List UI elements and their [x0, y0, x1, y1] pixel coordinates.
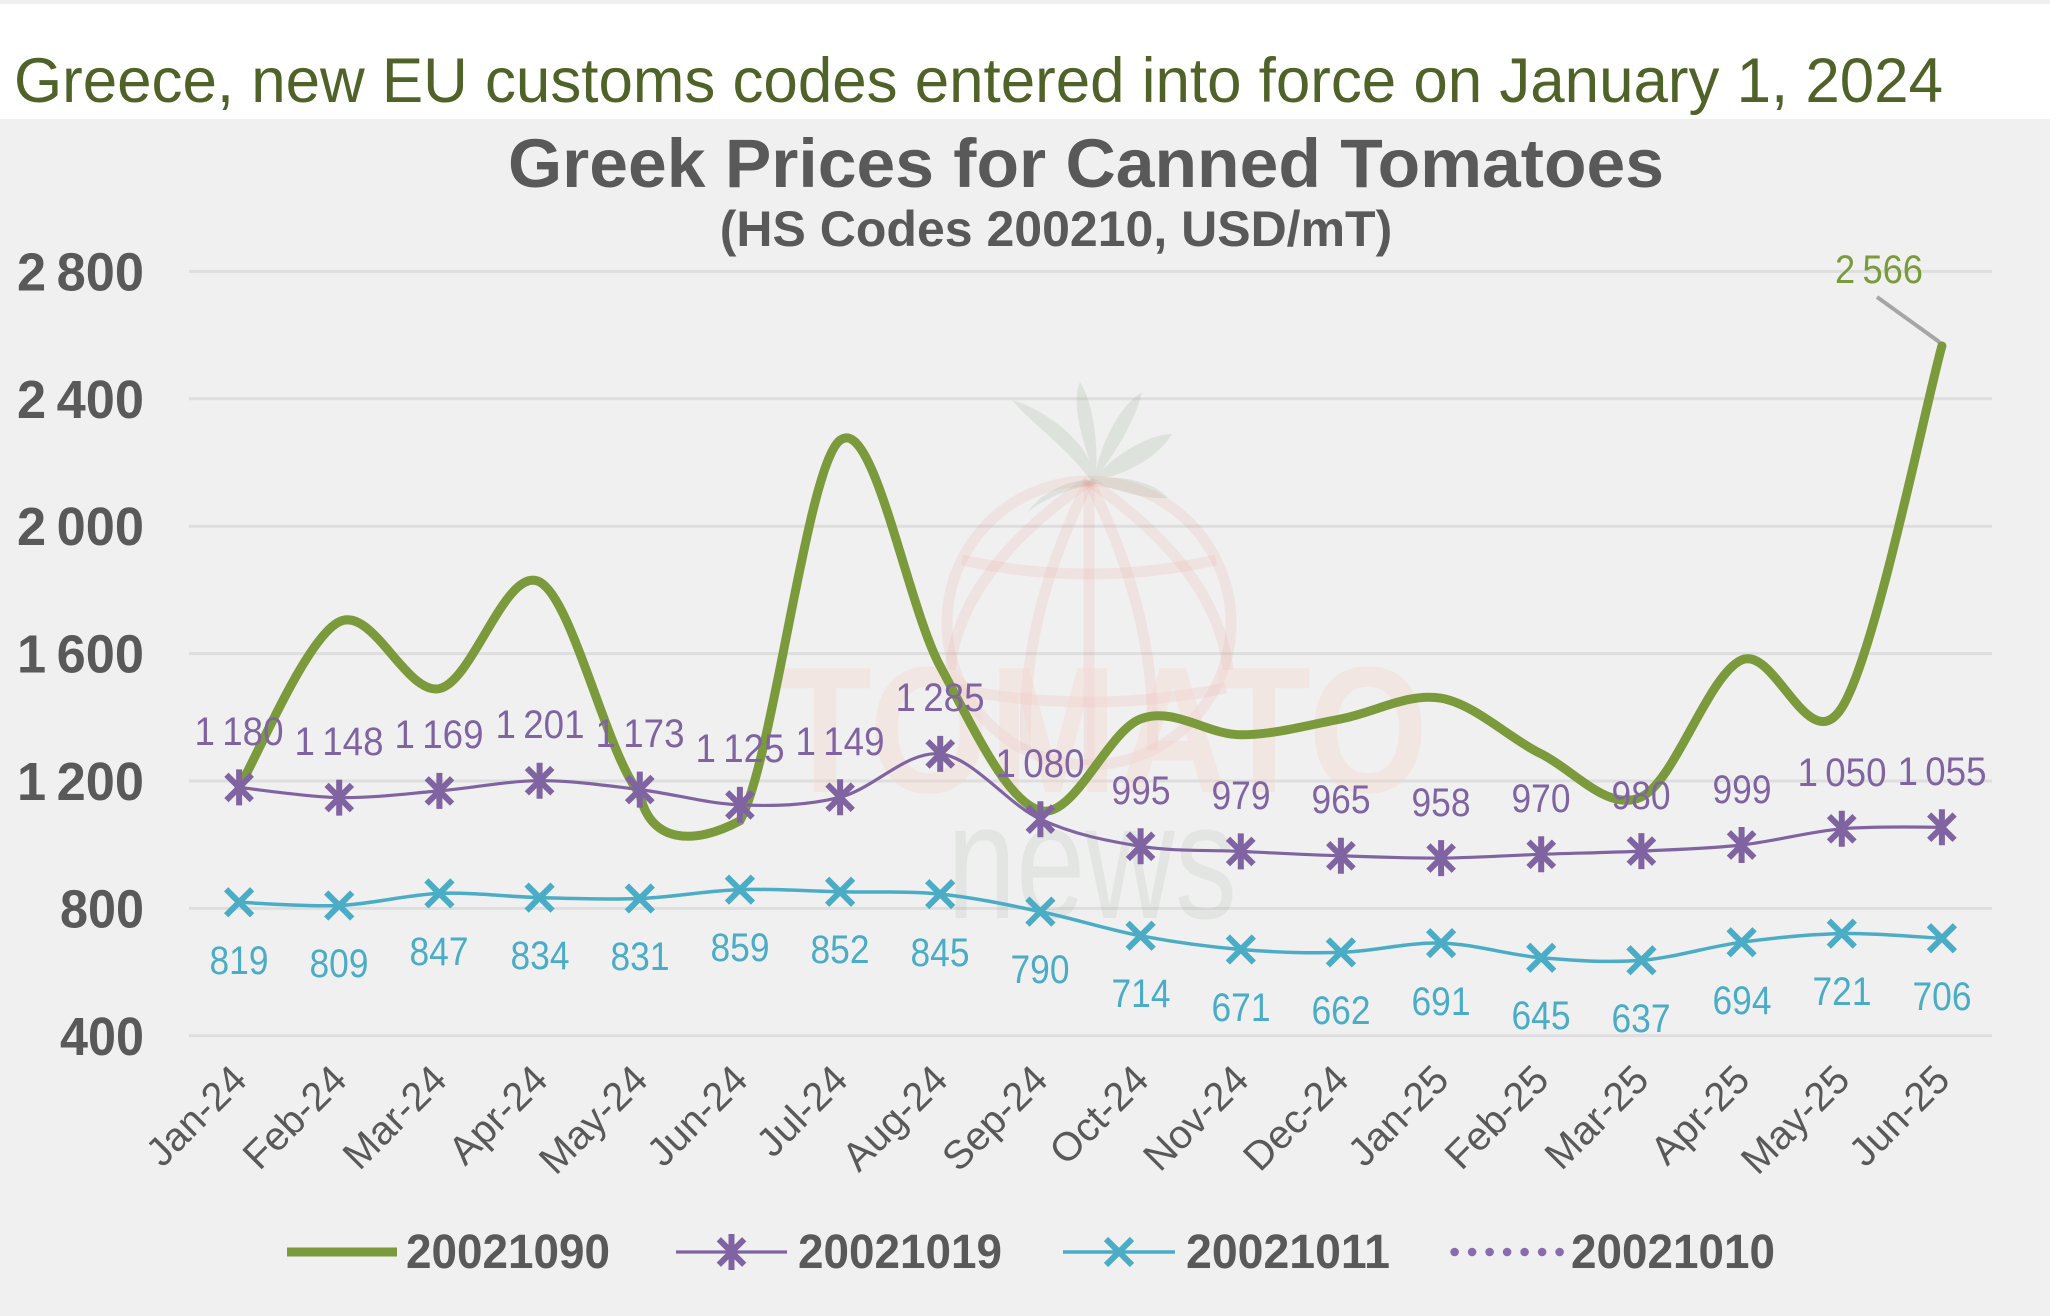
svg-text:834: 834: [511, 934, 570, 978]
svg-text:790: 790: [1011, 948, 1070, 992]
svg-text:995: 995: [1112, 769, 1171, 813]
svg-text:Greek Prices for Canned Tomato: Greek Prices for Canned Tomatoes: [508, 125, 1664, 202]
svg-text:979: 979: [1212, 774, 1271, 818]
svg-text:20021090: 20021090: [406, 1226, 610, 1279]
svg-text:800: 800: [60, 879, 144, 939]
svg-text:637: 637: [1612, 997, 1671, 1041]
svg-text:852: 852: [811, 928, 870, 972]
svg-text:958: 958: [1412, 781, 1471, 825]
svg-text:809: 809: [310, 942, 369, 986]
svg-text:1 125: 1 125: [696, 727, 785, 771]
svg-text:845: 845: [911, 931, 970, 975]
svg-text:20021010: 20021010: [1571, 1226, 1775, 1279]
svg-text:999: 999: [1713, 768, 1772, 812]
svg-text:Greece, new EU customs codes e: Greece, new EU customs codes entered int…: [14, 46, 1943, 116]
svg-text:980: 980: [1612, 774, 1671, 818]
svg-text:1 285: 1 285: [896, 676, 985, 720]
svg-text:1 050: 1 050: [1798, 751, 1887, 795]
svg-text:1 180: 1 180: [195, 710, 284, 754]
svg-text:819: 819: [210, 939, 269, 983]
svg-text:news: news: [947, 769, 1237, 953]
svg-text:859: 859: [711, 926, 770, 970]
svg-text:706: 706: [1913, 975, 1972, 1019]
svg-text:20021011: 20021011: [1186, 1226, 1390, 1279]
svg-text:2 000: 2 000: [17, 497, 144, 557]
svg-text:(HS Codes 200210, USD/mT): (HS Codes 200210, USD/mT): [720, 201, 1392, 257]
svg-text:970: 970: [1512, 777, 1571, 821]
svg-text:1 148: 1 148: [295, 720, 384, 764]
svg-text:1 149: 1 149: [796, 720, 885, 764]
svg-text:965: 965: [1312, 778, 1371, 822]
svg-text:721: 721: [1813, 970, 1872, 1014]
svg-text:20021019: 20021019: [798, 1226, 1002, 1279]
svg-text:2 566: 2 566: [1835, 248, 1923, 292]
svg-text:714: 714: [1112, 972, 1171, 1016]
svg-text:1 201: 1 201: [496, 703, 585, 747]
svg-text:645: 645: [1512, 994, 1571, 1038]
svg-text:1 600: 1 600: [17, 625, 144, 685]
svg-text:400: 400: [60, 1007, 144, 1067]
svg-text:1 169: 1 169: [395, 713, 484, 757]
svg-text:1 200: 1 200: [17, 752, 144, 812]
svg-text:1 080: 1 080: [996, 742, 1085, 786]
svg-text:2 400: 2 400: [17, 370, 144, 430]
svg-text:2 800: 2 800: [17, 242, 144, 302]
svg-text:847: 847: [410, 930, 469, 974]
svg-text:694: 694: [1713, 979, 1772, 1023]
svg-text:662: 662: [1312, 989, 1371, 1033]
svg-text:TOMATO: TOMATO: [778, 630, 1428, 831]
svg-text:671: 671: [1212, 986, 1271, 1030]
svg-text:691: 691: [1412, 980, 1471, 1024]
svg-text:1 173: 1 173: [596, 712, 685, 756]
svg-text:831: 831: [611, 935, 670, 979]
svg-text:1 055: 1 055: [1898, 750, 1987, 794]
